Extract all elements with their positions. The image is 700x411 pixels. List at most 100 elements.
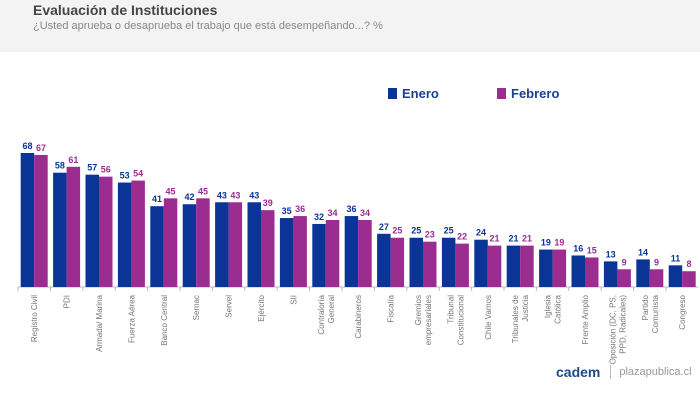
data-label-enero: 41 <box>152 194 162 204</box>
bar-febrero <box>99 176 113 287</box>
x-tick-label: Congreso <box>678 294 687 329</box>
bar-febrero <box>520 245 534 287</box>
x-tick-label: General <box>327 295 336 324</box>
data-label-febrero: 34 <box>328 208 338 218</box>
bar-febrero <box>649 269 664 287</box>
data-label-febrero: 9 <box>622 257 627 267</box>
data-label-febrero: 22 <box>457 232 467 242</box>
x-tick-label: Partido <box>641 294 650 320</box>
bar-febrero <box>455 243 469 287</box>
data-label-enero: 25 <box>411 226 421 236</box>
x-tick-label: Sernac <box>192 295 201 320</box>
data-label-febrero: 39 <box>263 198 273 208</box>
x-tick-label: Justicia <box>521 294 530 321</box>
bar-febrero <box>325 220 340 287</box>
data-label-febrero: 21 <box>522 234 532 244</box>
x-tick-label: Oposición (DC, PS, <box>608 295 617 364</box>
x-tick-label: Fuerza Aérea <box>127 294 136 343</box>
cadem-logo: cadem <box>556 364 601 380</box>
legend-swatch-enero <box>388 88 397 99</box>
bar-enero <box>539 249 553 287</box>
x-tick-label: Ejército <box>257 294 266 321</box>
x-tick-label: Carabineros <box>354 295 363 339</box>
bar-enero <box>603 261 618 287</box>
data-label-febrero: 56 <box>101 165 111 175</box>
data-label-enero: 25 <box>444 226 454 236</box>
bar-febrero <box>617 269 631 287</box>
bar-enero <box>117 182 132 287</box>
bar-febrero <box>34 154 48 287</box>
x-tick-label: Tribunal <box>446 295 455 324</box>
data-label-febrero: 23 <box>425 230 435 240</box>
bar-febrero <box>228 202 243 287</box>
bar-enero <box>506 245 521 287</box>
data-label-febrero: 45 <box>198 186 208 196</box>
bar-enero <box>409 237 423 287</box>
data-label-enero: 57 <box>87 163 97 173</box>
footer: cadem plazapublica.cl <box>556 364 692 380</box>
bar-enero <box>279 218 294 287</box>
data-label-febrero: 45 <box>166 186 176 196</box>
data-label-enero: 19 <box>541 238 551 248</box>
x-tick-label: PDI <box>63 295 72 308</box>
bar-febrero <box>196 198 210 287</box>
x-tick-label: Católica <box>554 294 563 323</box>
x-tick-label: Chile Vamos <box>484 295 493 340</box>
bar-febrero <box>552 249 567 287</box>
data-label-enero: 27 <box>379 222 389 232</box>
x-tick-label: Banco Central <box>160 295 169 346</box>
bar-febrero <box>358 220 372 287</box>
bar-febrero <box>682 271 696 287</box>
bar-enero <box>215 202 229 287</box>
data-label-enero: 36 <box>346 204 356 214</box>
x-tick-label: Fiscalía <box>387 294 396 322</box>
data-label-enero: 43 <box>249 190 259 200</box>
data-label-febrero: 61 <box>68 155 78 165</box>
bar-enero <box>150 206 164 287</box>
x-tick-label: Gremios <box>414 295 423 325</box>
bar-enero <box>636 259 650 287</box>
header-band: Evaluación de Instituciones ¿Usted aprue… <box>0 0 700 52</box>
x-tick-label: Tribunales de <box>511 294 520 343</box>
bar-enero <box>377 233 391 287</box>
bar-enero <box>571 255 585 287</box>
data-label-enero: 58 <box>55 161 65 171</box>
bar-enero <box>53 172 67 287</box>
data-label-febrero: 36 <box>295 204 305 214</box>
x-tick-label: Iglesia <box>544 294 553 318</box>
bar-febrero <box>585 257 599 287</box>
bar-enero <box>441 237 456 287</box>
page-title: Evaluación de Instituciones <box>33 2 218 18</box>
bar-enero <box>182 204 197 287</box>
legend-swatch-febrero <box>497 88 506 99</box>
data-label-enero: 43 <box>217 190 227 200</box>
x-tick-label: Comunista <box>651 294 660 333</box>
bar-febrero <box>131 180 145 287</box>
legend-label-enero: Enero <box>402 86 439 101</box>
data-label-enero: 21 <box>508 234 518 244</box>
data-label-febrero: 25 <box>392 226 402 236</box>
bar-enero <box>20 153 35 287</box>
bar-enero <box>344 216 359 287</box>
bar-febrero <box>293 216 307 287</box>
x-tick-label: Servel <box>225 295 234 318</box>
page-subtitle: ¿Usted aprueba o desaprueba el trabajo q… <box>33 20 383 32</box>
data-label-febrero: 8 <box>686 259 691 269</box>
bar-febrero <box>66 166 81 287</box>
x-tick-label: SII <box>289 295 298 305</box>
x-tick-label: Armada/ Marina <box>95 294 104 351</box>
data-label-febrero: 34 <box>360 208 370 218</box>
data-label-enero: 68 <box>22 141 32 151</box>
data-label-febrero: 54 <box>133 169 143 179</box>
data-label-febrero: 67 <box>36 143 46 153</box>
data-label-febrero: 15 <box>587 245 597 255</box>
bar-febrero <box>423 241 437 287</box>
x-tick-label: empresariales <box>424 295 433 345</box>
data-label-febrero: 19 <box>554 238 564 248</box>
data-label-enero: 35 <box>282 206 292 216</box>
x-tick-label: Contraloría <box>317 294 326 334</box>
data-label-febrero: 21 <box>490 234 500 244</box>
bar-enero <box>668 265 683 287</box>
bar-febrero <box>487 245 502 287</box>
footer-site: plazapublica.cl <box>619 366 692 378</box>
